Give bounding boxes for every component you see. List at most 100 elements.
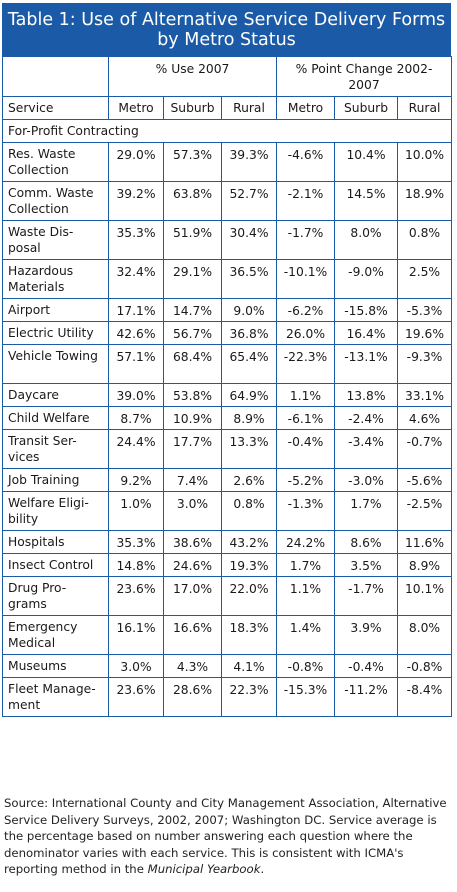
use-value-cell: 42.6% bbox=[108, 321, 164, 345]
use-value-cell: 2.6% bbox=[221, 468, 277, 492]
use-value-cell: 14.8% bbox=[108, 553, 164, 577]
use-value-cell: 19.3% bbox=[221, 553, 277, 577]
change-value-cell: 2.5% bbox=[396, 259, 453, 299]
change-value-cell: 24.2% bbox=[276, 530, 335, 554]
change-value-cell: 3.9% bbox=[334, 615, 398, 655]
use-value-cell: 22.3% bbox=[221, 677, 277, 717]
use-value-cell: 28.6% bbox=[163, 677, 222, 717]
column-header-metro-use: Metro bbox=[108, 96, 164, 120]
change-value-cell: -1.7% bbox=[276, 220, 335, 260]
column-header-rural-change: Rural bbox=[396, 96, 453, 120]
group-header-use: % Use 2007 bbox=[108, 56, 277, 97]
table-row: Vehicle Towing 57.1% 68.4% 65.4% -22.3% -13.1… bbox=[2, 344, 453, 384]
use-value-cell: 9.0% bbox=[221, 298, 277, 322]
use-value-cell: 51.9% bbox=[163, 220, 222, 260]
change-value-cell: 33.1% bbox=[396, 383, 453, 407]
change-value-cell: 8.9% bbox=[396, 553, 453, 577]
use-value-cell: 64.9% bbox=[221, 383, 277, 407]
use-value-cell: 18.3% bbox=[221, 615, 277, 655]
use-value-cell: 3.0% bbox=[108, 654, 164, 678]
use-value-cell: 7.4% bbox=[163, 468, 222, 492]
table-row: Museums 3.0% 4.3% 4.1% -0.8% -0.4% -0.8% bbox=[2, 654, 453, 678]
table-row: Waste Dis- posal 35.3% 51.9% 30.4% -1.7% 8.0%… bbox=[2, 220, 453, 260]
table-title-line-2: by Metro Status bbox=[157, 30, 296, 50]
change-value-cell: 8.0% bbox=[396, 615, 453, 655]
use-value-cell: 8.9% bbox=[221, 406, 277, 430]
table-row: Daycare 39.0% 53.8% 64.9% 1.1% 13.8% 33.1% bbox=[2, 383, 453, 407]
use-value-cell: 9.2% bbox=[108, 468, 164, 492]
use-value-cell: 29.1% bbox=[163, 259, 222, 299]
change-value-cell: -5.2% bbox=[276, 468, 335, 492]
service-cell: Waste Dis- posal bbox=[2, 220, 109, 260]
change-value-cell: 1.4% bbox=[276, 615, 335, 655]
service-cell: Fleet Manage- ment bbox=[2, 677, 109, 717]
table-row: Res. Waste Collection 29.0% 57.3% 39.3% -4.6… bbox=[2, 142, 453, 182]
change-value-cell: 10.1% bbox=[396, 576, 453, 616]
use-value-cell: 39.0% bbox=[108, 383, 164, 407]
use-value-cell: 24.6% bbox=[163, 553, 222, 577]
change-value-cell: -15.3% bbox=[276, 677, 335, 717]
use-value-cell: 23.6% bbox=[108, 576, 164, 616]
use-value-cell: 22.0% bbox=[221, 576, 277, 616]
column-header-rural-use: Rural bbox=[221, 96, 277, 120]
change-value-cell: 1.1% bbox=[276, 576, 335, 616]
use-value-cell: 8.7% bbox=[108, 406, 164, 430]
use-value-cell: 39.3% bbox=[221, 142, 277, 182]
service-cell: Welfare Eligi- bility bbox=[2, 491, 109, 531]
service-cell: Airport bbox=[2, 298, 109, 322]
table-row: Child Welfare 8.7% 10.9% 8.9% -6.1% -2.4% 4.6% bbox=[2, 406, 453, 430]
change-value-cell: -3.4% bbox=[334, 429, 398, 469]
use-value-cell: 32.4% bbox=[108, 259, 164, 299]
source-text-end: . bbox=[260, 862, 265, 876]
change-value-cell: -0.8% bbox=[396, 654, 453, 678]
change-value-cell: 3.5% bbox=[334, 553, 398, 577]
use-value-cell: 17.1% bbox=[108, 298, 164, 322]
change-value-cell: 8.0% bbox=[334, 220, 398, 260]
change-value-cell: -10.1% bbox=[276, 259, 335, 299]
service-cell: Comm. Waste Collection bbox=[2, 181, 109, 221]
change-value-cell: -0.8% bbox=[276, 654, 335, 678]
use-value-cell: 56.7% bbox=[163, 321, 222, 345]
change-value-cell: 16.4% bbox=[334, 321, 398, 345]
group-header-blank bbox=[2, 56, 109, 97]
use-value-cell: 57.3% bbox=[163, 142, 222, 182]
service-cell: Hazardous Materials bbox=[2, 259, 109, 299]
change-value-cell: 26.0% bbox=[276, 321, 335, 345]
service-cell: Child Welfare bbox=[2, 406, 109, 430]
change-value-cell: -11.2% bbox=[334, 677, 398, 717]
change-value-cell: -6.1% bbox=[276, 406, 335, 430]
use-value-cell: 39.2% bbox=[108, 181, 164, 221]
change-value-cell: -8.4% bbox=[396, 677, 453, 717]
change-value-cell: 13.8% bbox=[334, 383, 398, 407]
table-row: Electric Utility 42.6% 56.7% 36.8% 26.0% 16.4… bbox=[2, 321, 453, 345]
use-value-cell: 3.0% bbox=[163, 491, 222, 531]
source-note: Source: International County and City Ma… bbox=[4, 795, 450, 878]
change-value-cell: 11.6% bbox=[396, 530, 453, 554]
change-value-cell: -2.4% bbox=[334, 406, 398, 430]
table-row: Drug Pro- grams 23.6% 17.0% 22.0% 1.1% -1.7% 1… bbox=[2, 576, 453, 616]
change-value-cell: -6.2% bbox=[276, 298, 335, 322]
column-header-service: Service bbox=[2, 96, 109, 120]
table-title-line-1: Table 1: Use of Alternative Service Deli… bbox=[7, 10, 446, 30]
change-value-cell: -5.3% bbox=[396, 298, 453, 322]
table-row: Fleet Manage- ment 23.6% 28.6% 22.3% -15.3% -… bbox=[2, 677, 453, 717]
group-header-row: % Use 2007 % Point Change 2002-2007 bbox=[2, 56, 453, 97]
table-title: Table 1: Use of Alternative Service Deli… bbox=[2, 3, 451, 56]
use-value-cell: 4.1% bbox=[221, 654, 277, 678]
use-value-cell: 53.8% bbox=[163, 383, 222, 407]
service-cell: Job Training bbox=[2, 468, 109, 492]
use-value-cell: 13.3% bbox=[221, 429, 277, 469]
change-value-cell: -4.6% bbox=[276, 142, 335, 182]
use-value-cell: 43.2% bbox=[221, 530, 277, 554]
change-value-cell: 1.7% bbox=[276, 553, 335, 577]
service-cell: Drug Pro- grams bbox=[2, 576, 109, 616]
use-value-cell: 30.4% bbox=[221, 220, 277, 260]
use-value-cell: 14.7% bbox=[163, 298, 222, 322]
change-value-cell: 10.0% bbox=[396, 142, 453, 182]
use-value-cell: 35.3% bbox=[108, 220, 164, 260]
data-table: % Use 2007 % Point Change 2002-2007 Serv… bbox=[1, 56, 453, 717]
change-value-cell: 8.6% bbox=[334, 530, 398, 554]
change-value-cell: 10.4% bbox=[334, 142, 398, 182]
service-cell: Transit Ser- vices bbox=[2, 429, 109, 469]
source-italic-title: Municipal Yearbook bbox=[147, 862, 261, 876]
